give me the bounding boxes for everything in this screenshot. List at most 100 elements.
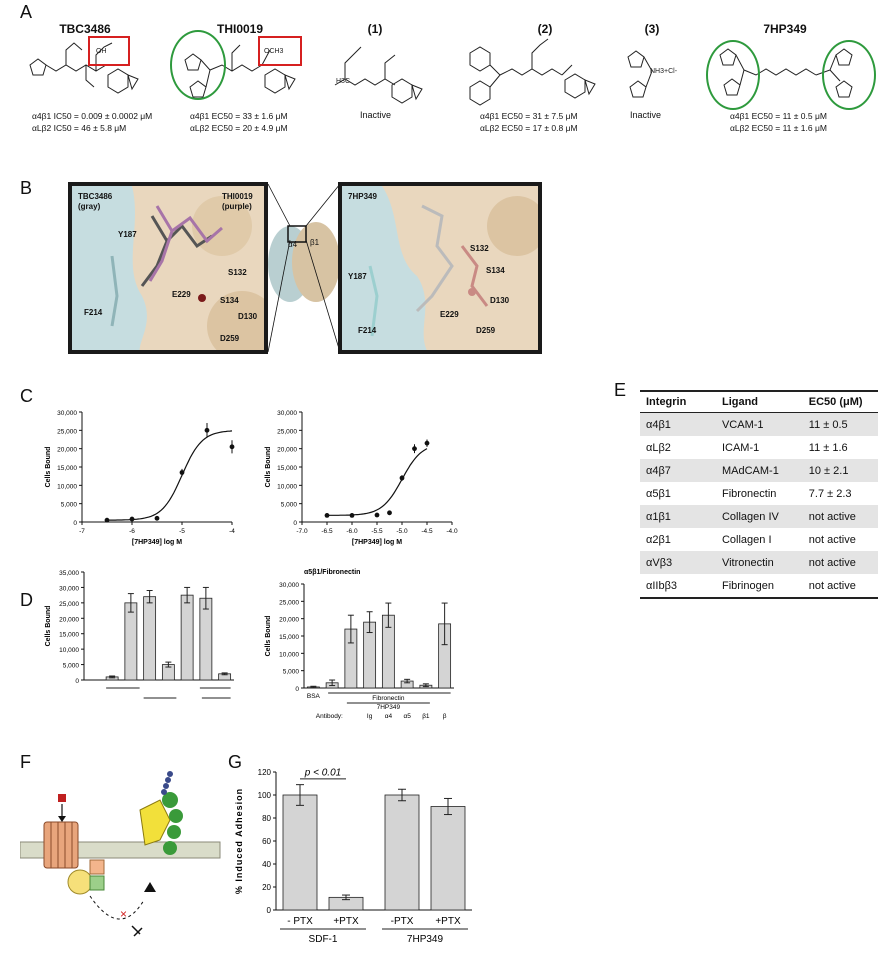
structure-3: [627, 50, 653, 98]
category-label: +PTX: [435, 916, 461, 927]
table-row: αIIbβ3 Fibrinogen not active: [640, 574, 878, 599]
y-tick-label: 30,000: [57, 410, 77, 417]
docking-surface-right: [342, 186, 538, 350]
chart-d-left: 0 5,000 10,000 15,000 20,000 25,000 30,000 35,0…: [45, 570, 234, 699]
col-ligand: Ligand: [715, 390, 803, 413]
y-axis-label: Cells Bound: [265, 616, 272, 657]
cell-integrin: α2β1: [646, 533, 671, 546]
cell-ec50: not active: [802, 551, 878, 574]
y-tick-label: 0: [293, 520, 297, 527]
tbc3486-color-label: (gray): [78, 202, 101, 211]
data-point: [324, 513, 330, 518]
table-row: αVβ3 Vitronectin not active: [640, 551, 878, 574]
cell-integrin: αVβ3: [640, 551, 716, 574]
beta1-label: β1: [310, 238, 320, 247]
residue-d130-right: D130: [490, 296, 510, 305]
y-axis-label: Cells Bound: [45, 447, 52, 488]
structure-2: [469, 38, 596, 106]
x-axis-label: [7HP349] log M: [132, 539, 182, 546]
cell-ec50: 11 ± 1.6: [808, 441, 848, 454]
bsa-label: BSA: [307, 693, 321, 700]
cell-integrin: α5β1: [646, 487, 671, 500]
activity-7hp349: α4β1 EC50 = 11 ± 0.5 μM αLβ2 EC50 = 11 ± …: [730, 111, 827, 133]
table-row: α4β1 VCAM-1 11 ± 0.5: [640, 412, 878, 436]
bar: [180, 594, 194, 681]
cell-ec50: not active: [802, 505, 878, 528]
x-tick-label: -5: [179, 528, 185, 535]
cell-ligand: Vitronectin: [715, 551, 803, 574]
x-tick-label: -5.0: [396, 528, 408, 535]
h3c-label: H3C: [336, 78, 351, 85]
y-tick-label: 60: [262, 837, 271, 846]
y-tick-label: 15,000: [277, 465, 297, 472]
y-tick-label: 10,000: [59, 647, 79, 654]
chemokine-ligand: [58, 794, 66, 802]
y-tick-label: 15,000: [279, 634, 299, 641]
residue-d130: D130: [238, 312, 258, 321]
y-tick-label: 5,000: [63, 663, 80, 670]
thiophene-highlight-thi0019: [170, 30, 226, 100]
residue-y187-right: Y187: [348, 272, 367, 281]
data-point: [399, 475, 405, 481]
compound-name-thi0019: THI0019: [216, 22, 264, 36]
drug-label: 7HP349: [377, 704, 401, 711]
thiophene-highlight-left-7hp349: [706, 40, 760, 110]
table-row: α1β1 Collagen IV not active: [640, 505, 878, 528]
bar: [384, 794, 420, 911]
thi0019-label: THI0019: [222, 192, 253, 201]
integrin-table: Integrin Ligand EC50 (μM) α4β1 VCAM-1 11 ±…: [640, 390, 878, 599]
fit-curve: [107, 430, 233, 521]
panel-label-f: F: [20, 752, 31, 772]
y-tick-label: 10,000: [57, 483, 77, 490]
tbc3486-label: TBC3486: [78, 192, 113, 201]
compound-name-7hp349: 7HP349: [763, 22, 807, 36]
activity-2: α4β1 EC50 = 31 ± 7.5 μM αLβ2 EC50 = 17 ± …: [480, 111, 578, 133]
compound-name-3: (3): [644, 22, 660, 36]
cell-integrin: αLβ2: [646, 441, 671, 454]
data-point: [424, 440, 430, 446]
y-tick-label: 10,000: [279, 651, 299, 658]
residue-f214: F214: [84, 308, 103, 317]
antibody-tick-label: β1: [422, 713, 430, 720]
y-tick-label: 35,000: [59, 570, 79, 577]
table-row: α5β1 Fibronectin 7.7 ± 2.3: [640, 482, 878, 505]
y-tick-label: 20,000: [57, 447, 77, 454]
x-tick-label: -6: [129, 528, 135, 535]
activity-3: Inactive: [630, 110, 662, 120]
x-tick-label: -7.0: [296, 528, 308, 535]
y-tick-label: 25,000: [279, 599, 299, 606]
bar: [124, 602, 138, 681]
oh-label: OH: [96, 48, 107, 55]
residue-e229: E229: [172, 290, 191, 299]
data-point: [104, 517, 110, 523]
docking-surface-left: [72, 186, 264, 350]
group-label: SDF-1: [309, 934, 338, 945]
antibody-label: Antibody:: [316, 713, 343, 720]
category-label: -PTX: [391, 916, 414, 927]
significance-label: p < 0.01: [304, 767, 341, 778]
bar: [282, 794, 318, 911]
panel-label-e: E: [614, 380, 627, 400]
cell-integrin: α1β1: [640, 505, 716, 528]
signaling-schematic: ×: [20, 771, 221, 937]
y-tick-label: 40: [262, 860, 271, 869]
docking-panel-right: 7HP349 S132 S134 Y187 D130 E229 F214 D25…: [338, 182, 542, 354]
structure-tbc3486: [29, 42, 139, 94]
cell-ec50: 10 ± 2.1: [802, 459, 878, 482]
residue-s132: S132: [228, 268, 247, 277]
x-tick-label: -4.0: [446, 528, 458, 535]
y-tick-label: 20: [262, 883, 271, 892]
y-tick-label: 25,000: [277, 428, 297, 435]
col-integrin: Integrin: [640, 390, 716, 413]
y-tick-label: 20,000: [277, 447, 297, 454]
cell-ec50: not active: [808, 533, 856, 546]
cell-ligand: Collagen IV: [715, 505, 803, 528]
antibody-tick-label: α4: [385, 713, 393, 720]
chart-title: α5β1/Fibronectin: [304, 569, 360, 576]
x-tick-label: -4: [229, 528, 235, 535]
panel-label-c: C: [20, 386, 33, 406]
residue-s134: S134: [220, 296, 239, 305]
y-tick-label: 25,000: [59, 601, 79, 608]
category-label: +PTX: [333, 916, 359, 927]
y-tick-label: 0: [75, 678, 79, 685]
